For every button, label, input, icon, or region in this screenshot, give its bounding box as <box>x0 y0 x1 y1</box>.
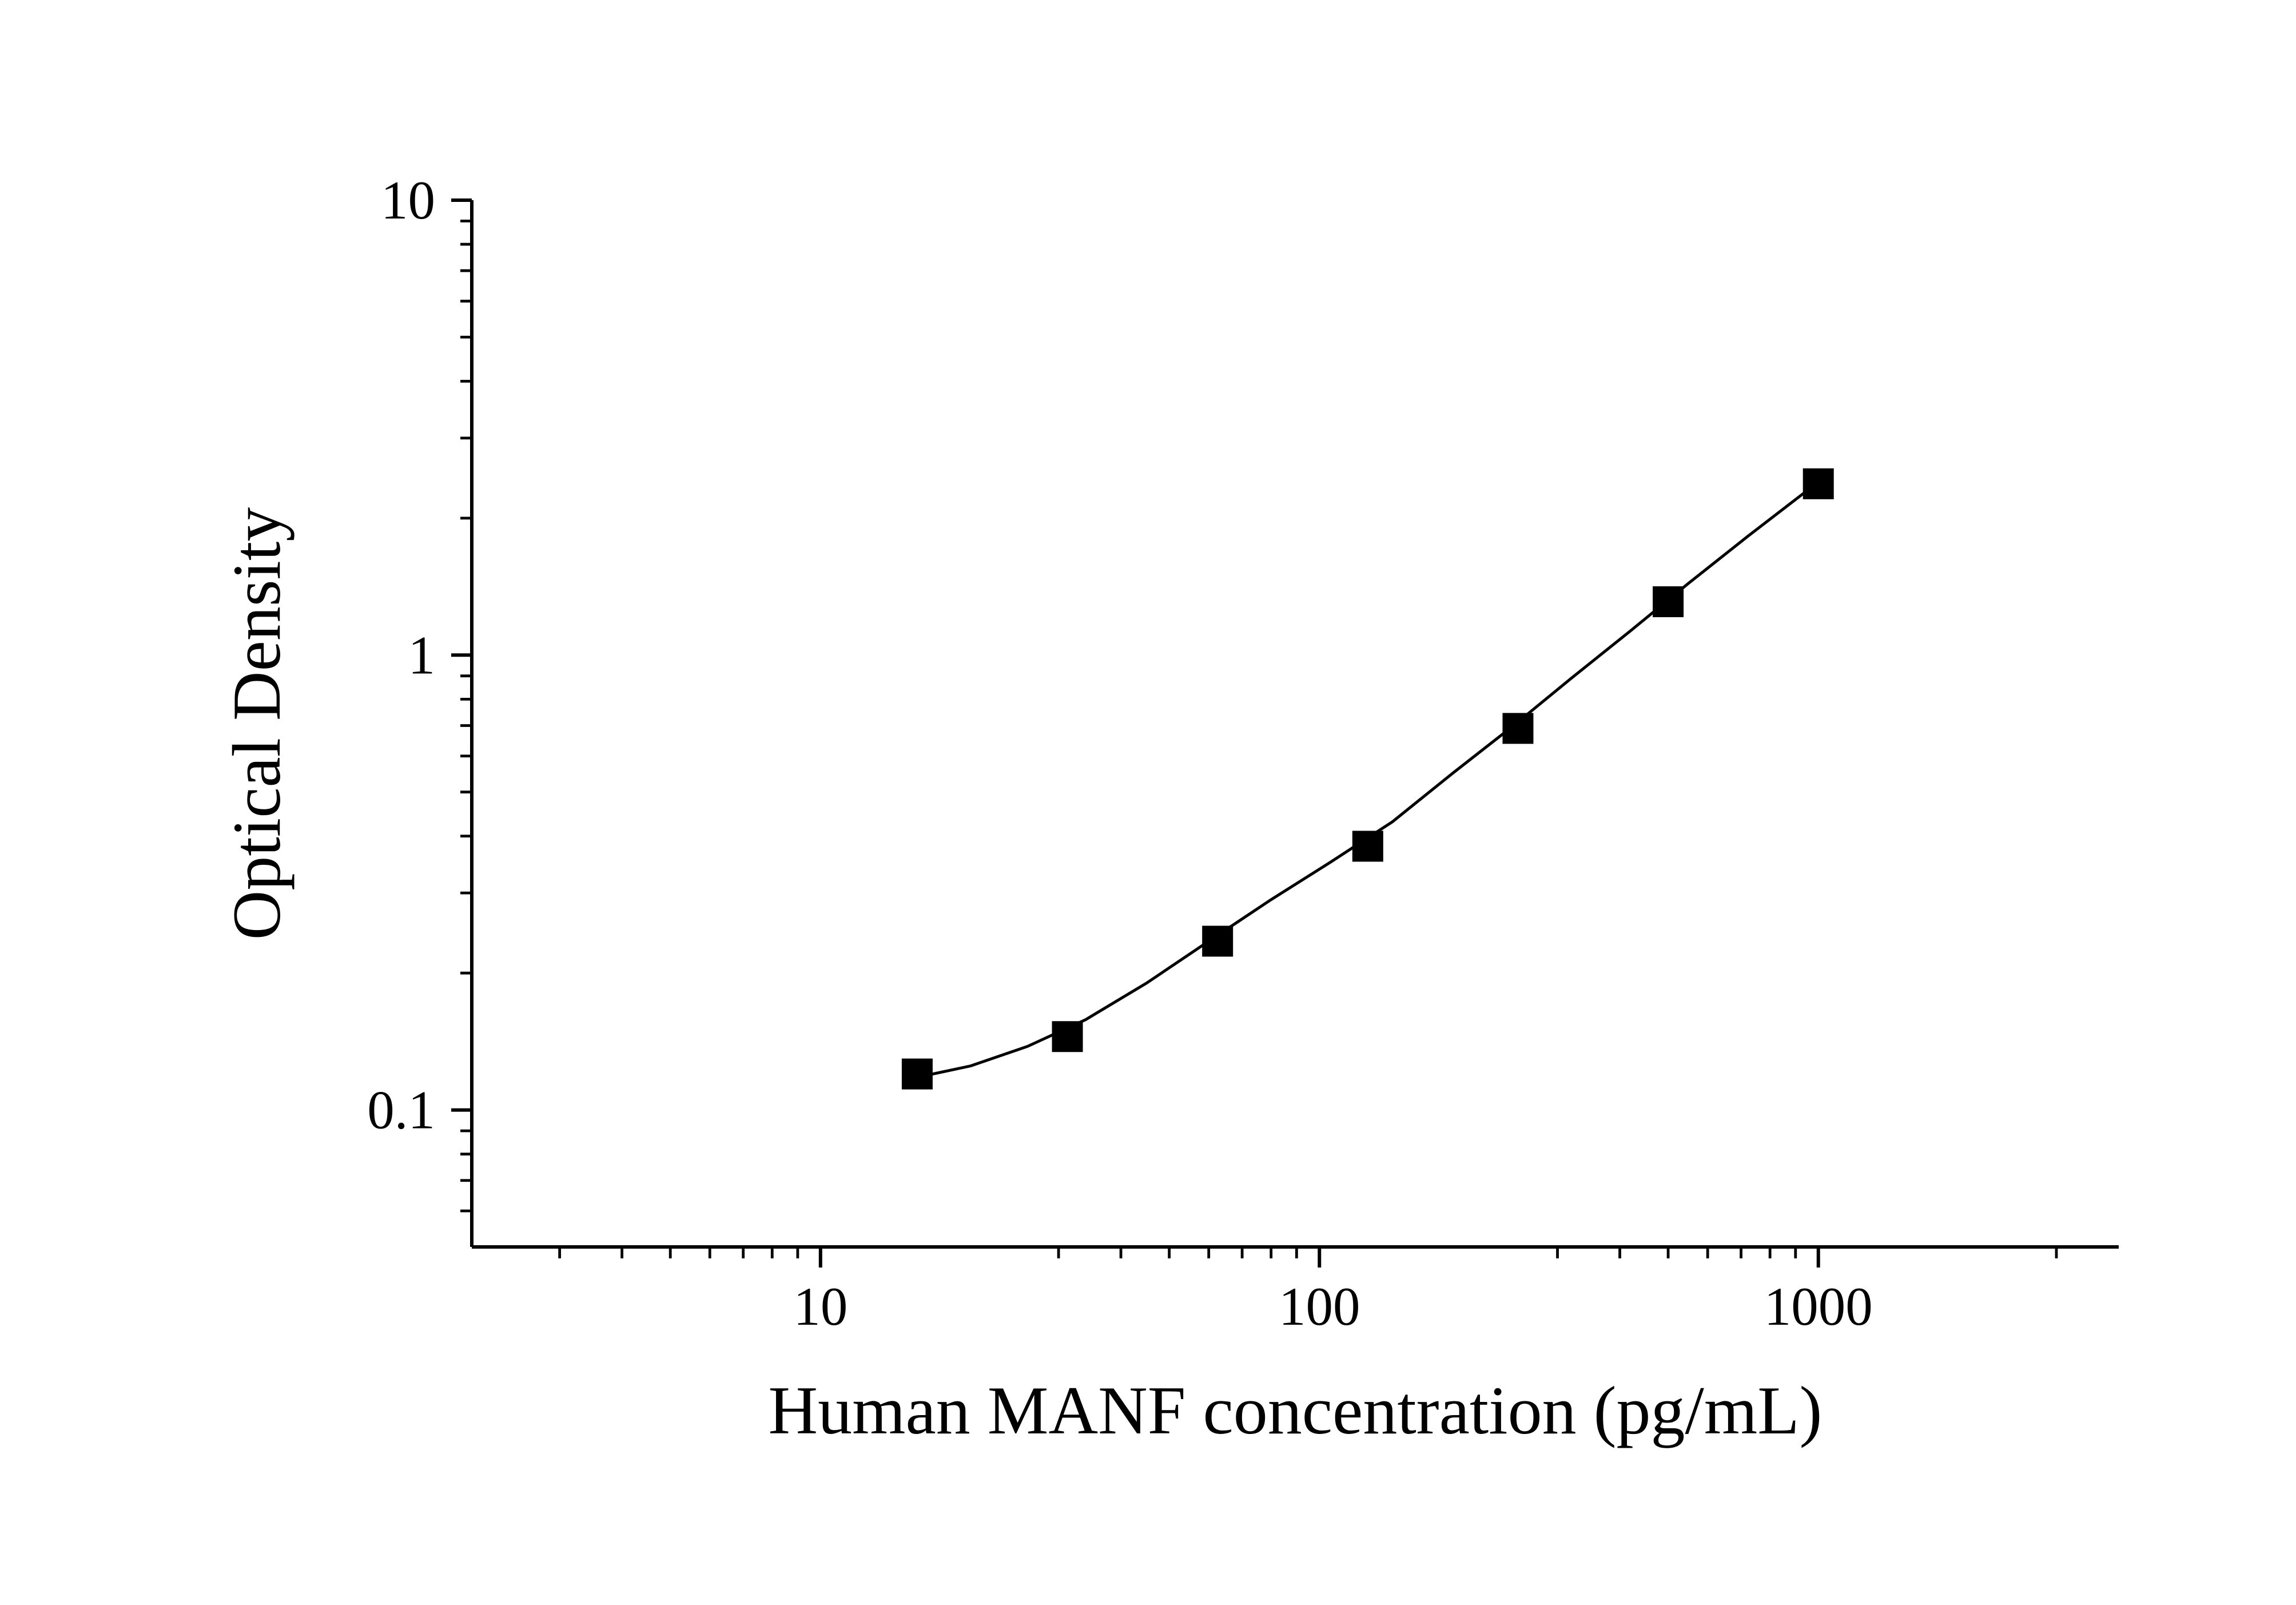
x-tick-label: 1000 <box>1764 1276 1873 1337</box>
data-marker <box>1803 468 1834 499</box>
data-marker <box>1202 925 1233 956</box>
x-tick-label: 10 <box>793 1276 847 1337</box>
y-tick-label: 0.1 <box>367 1080 435 1141</box>
x-axis-label: Human MANF concentration (pg/mL) <box>769 1372 1823 1448</box>
data-marker <box>1653 586 1684 617</box>
y-axis-label: Optical Density <box>218 507 295 940</box>
x-tick-label: 100 <box>1279 1276 1360 1337</box>
y-tick-label: 1 <box>408 625 436 685</box>
data-marker <box>1352 831 1383 861</box>
fit-curve <box>917 484 1819 1078</box>
y-tick-label: 10 <box>381 170 435 231</box>
data-marker <box>1502 713 1533 744</box>
data-marker <box>902 1059 933 1090</box>
data-marker <box>1052 1021 1083 1052</box>
standard-curve-chart: 10 100 1000 0.1 1 10 Human MANF concentration… <box>0 0 2296 1605</box>
chart-container: 10 100 1000 0.1 1 10 Human MANF concentration… <box>0 0 2296 1605</box>
